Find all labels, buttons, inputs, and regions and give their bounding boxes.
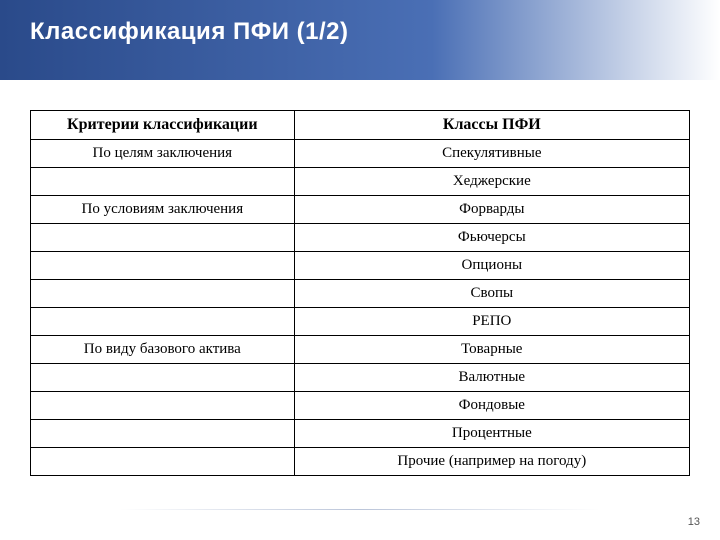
cell-classes: Форварды [294,196,689,224]
cell-criteria [31,308,295,336]
table-header-row: Критерии классификации Классы ПФИ [31,111,690,140]
cell-classes: Хеджерские [294,168,689,196]
cell-criteria [31,252,295,280]
cell-criteria: По виду базового актива [31,336,295,364]
page-number: 13 [688,516,700,528]
cell-criteria [31,392,295,420]
cell-criteria [31,224,295,252]
table-row: По целям заключения Спекулятивные [31,140,690,168]
table-row: Опционы [31,252,690,280]
cell-classes: Валютные [294,364,689,392]
cell-classes: Фондовые [294,392,689,420]
col-header-classes: Классы ПФИ [294,111,689,140]
cell-criteria [31,280,295,308]
cell-classes: Свопы [294,280,689,308]
table-row: Фондовые [31,392,690,420]
cell-classes: Опционы [294,252,689,280]
cell-criteria [31,448,295,476]
table-row: Свопы [31,280,690,308]
table-row: Процентные [31,420,690,448]
classification-table: Критерии классификации Классы ПФИ По цел… [30,110,690,476]
table-row: РЕПО [31,308,690,336]
cell-classes: Процентные [294,420,689,448]
slide-header: Классификация ПФИ (1/2) [0,0,720,80]
table-row: Хеджерские [31,168,690,196]
cell-criteria: По целям заключения [31,140,295,168]
slide-content: Критерии классификации Классы ПФИ По цел… [0,80,720,476]
table-row: Фьючерсы [31,224,690,252]
table-row: По виду базового актива Товарные [31,336,690,364]
cell-classes: РЕПО [294,308,689,336]
table-row: Валютные [31,364,690,392]
cell-classes: Товарные [294,336,689,364]
cell-criteria [31,420,295,448]
cell-criteria: По условиям заключения [31,196,295,224]
table-row: По условиям заключения Форварды [31,196,690,224]
table-row: Прочие (например на погоду) [31,448,690,476]
slide-title: Классификация ПФИ (1/2) [30,18,720,46]
cell-classes: Прочие (например на погоду) [294,448,689,476]
cell-criteria [31,168,295,196]
cell-criteria [31,364,295,392]
footer-divider [120,509,600,510]
cell-classes: Фьючерсы [294,224,689,252]
col-header-criteria: Критерии классификации [31,111,295,140]
cell-classes: Спекулятивные [294,140,689,168]
